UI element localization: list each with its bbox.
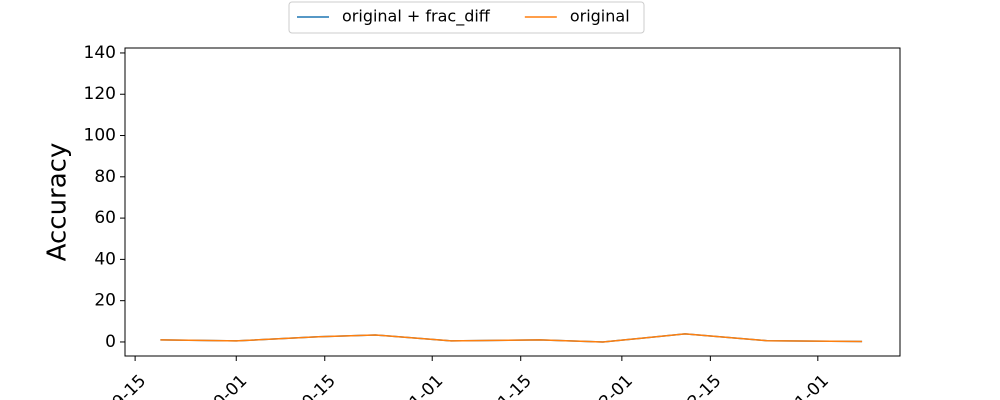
x-tick-label: 12-15 [676,371,725,400]
y-tick-label: 40 [94,249,116,269]
x-tick-label: 01-01 [784,371,833,400]
legend-label: original [570,7,630,26]
y-tick-label: 0 [105,332,116,352]
y-tick-label: 60 [94,208,116,228]
series-line [160,333,863,343]
x-tick-label: 09-15 [101,371,150,400]
x-tick-label: 11-15 [487,371,536,400]
y-tick-label: 120 [84,84,116,104]
legend-box [288,1,645,34]
y-tick-label: 140 [84,43,116,63]
x-tick-label: 10-01 [202,371,251,400]
x-tick-label: 10-15 [291,371,340,400]
x-tick-label: 12-01 [588,371,637,400]
y-tick-label: 80 [94,167,116,187]
legend-label: original + frac_diff [342,7,491,27]
plot-frame [124,47,901,357]
y-axis-label: Accuracy [43,143,73,262]
x-tick-label: 11-01 [398,371,447,400]
y-tick-label: 100 [84,126,116,146]
y-tick-label: 20 [94,291,116,311]
